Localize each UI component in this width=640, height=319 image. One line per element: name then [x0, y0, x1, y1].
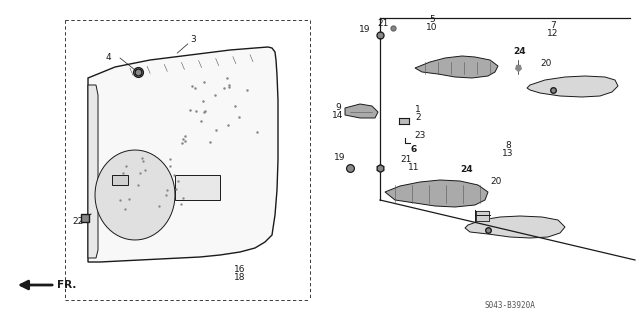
Polygon shape	[476, 211, 489, 221]
Text: 12: 12	[547, 28, 559, 38]
Text: FR.: FR.	[57, 280, 76, 290]
Polygon shape	[115, 53, 268, 77]
Text: 7: 7	[550, 20, 556, 29]
Polygon shape	[345, 104, 378, 118]
Text: 21: 21	[400, 155, 412, 165]
Text: 23: 23	[414, 130, 426, 139]
Text: S043-B3920A: S043-B3920A	[484, 300, 536, 309]
Polygon shape	[465, 216, 565, 238]
Polygon shape	[88, 85, 98, 258]
Text: 19: 19	[334, 152, 346, 161]
Text: 20: 20	[490, 177, 502, 187]
Polygon shape	[88, 47, 278, 262]
Text: 9: 9	[335, 102, 341, 112]
Text: 21: 21	[378, 19, 388, 28]
Text: 16: 16	[234, 265, 246, 275]
Polygon shape	[112, 175, 128, 185]
Polygon shape	[415, 56, 498, 78]
Polygon shape	[385, 180, 488, 207]
Text: 5: 5	[429, 16, 435, 25]
Text: 14: 14	[332, 110, 344, 120]
Text: 20: 20	[540, 60, 552, 69]
Text: 8: 8	[505, 140, 511, 150]
Text: 6: 6	[411, 145, 417, 154]
Text: 11: 11	[408, 164, 420, 173]
Text: 24: 24	[461, 166, 474, 174]
Polygon shape	[95, 150, 175, 240]
Text: 19: 19	[359, 26, 371, 34]
Text: 4: 4	[105, 54, 111, 63]
Text: 10: 10	[426, 24, 438, 33]
Text: 13: 13	[502, 149, 514, 158]
Polygon shape	[400, 119, 408, 123]
Text: 22: 22	[72, 218, 84, 226]
Text: 1: 1	[415, 106, 421, 115]
Polygon shape	[527, 76, 618, 97]
Polygon shape	[175, 175, 220, 200]
Text: 24: 24	[514, 48, 526, 56]
Text: 3: 3	[190, 35, 196, 44]
Text: 18: 18	[234, 273, 246, 283]
Text: 2: 2	[415, 114, 421, 122]
